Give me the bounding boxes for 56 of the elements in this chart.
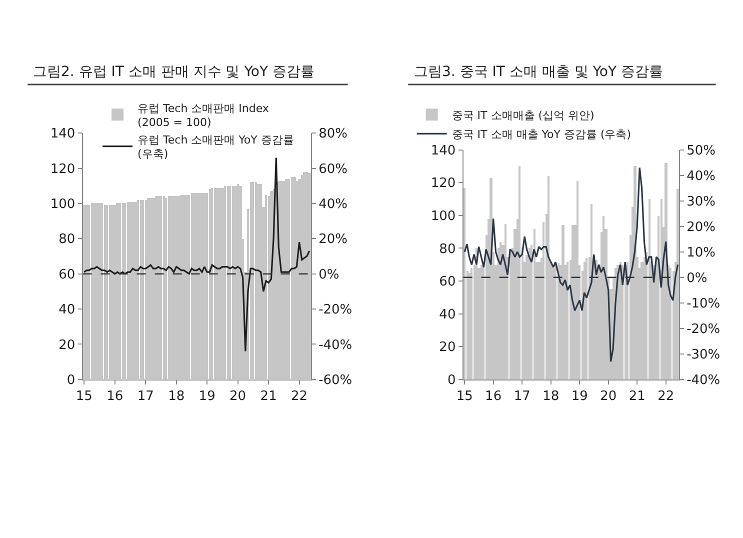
y-tick-label: 100	[430, 208, 456, 224]
y2-tick-label: 50%	[686, 143, 716, 158]
y-tick-label: 60	[58, 267, 76, 282]
x-tick-label: 19	[571, 389, 588, 404]
x-tick-label: 20	[600, 389, 617, 404]
y2-tick-label: 20%	[686, 220, 716, 235]
x-tick-label: 17	[514, 389, 530, 404]
y-tick-label: 0	[447, 372, 456, 388]
y2-tick-label: -40%	[318, 338, 352, 353]
y2-tick-label: -20%	[318, 302, 352, 318]
y-tick-label: 80	[439, 242, 456, 257]
x-tick-label: 15	[456, 389, 473, 404]
x-tick-label: 18	[168, 389, 185, 404]
legend-label: 유럽 Tech 소매판매 Index (2005 = 100)	[138, 102, 270, 130]
y2-tick-label: 40%	[686, 168, 716, 184]
y2-tick-label: 40%	[318, 197, 348, 212]
legend-label: 중국 IT 소매 매출 YoY 증감률 (우축)	[452, 128, 632, 141]
y-tick-label: 140	[430, 143, 456, 158]
legend-label: 유럽 Tech 소매판매 YoY 증감률 (우축)	[138, 133, 294, 161]
y-tick-label: 20	[58, 338, 76, 353]
y-tick-label: 140	[50, 126, 76, 142]
y2-tick-label: 0%	[318, 267, 340, 282]
x-tick-label: 21	[260, 389, 277, 404]
y2-tick-label: 80%	[318, 126, 348, 142]
y2-tick-label: 60%	[318, 162, 348, 177]
x-tick-label: 22	[658, 389, 674, 404]
x-tick-label: 16	[485, 389, 502, 404]
y2-tick-label: -30%	[686, 347, 720, 362]
x-tick-label: 16	[106, 389, 124, 404]
y-tick-label: 20	[439, 340, 456, 356]
y2-tick-label: -60%	[318, 372, 352, 388]
x-tick-label: 20	[230, 389, 246, 404]
y2-tick-label: -20%	[686, 322, 720, 337]
y-tick-label: 80	[58, 232, 76, 248]
x-tick-label: 21	[628, 389, 646, 404]
y2-tick-label: 30%	[686, 194, 716, 210]
y-tick-label: 120	[430, 176, 456, 192]
y-tick-label: 120	[50, 162, 76, 177]
chart-title: 그림2. 유럽 IT 소매 판매 지수 및 YoY 증감률	[33, 64, 314, 80]
x-tick-label: 15	[76, 389, 92, 404]
y2-tick-label: 20%	[318, 232, 348, 248]
y2-tick-label: -10%	[686, 296, 720, 312]
y2-tick-label: 0%	[686, 270, 708, 286]
x-tick-label: 22	[291, 389, 308, 404]
y-tick-label: 60	[439, 274, 456, 290]
y-tick-label: 40	[439, 307, 456, 322]
x-tick-label: 17	[137, 389, 154, 404]
legend-label: 중국 IT 소매매출 (십억 위안)	[452, 108, 594, 122]
y2-tick-label: -40%	[686, 372, 720, 388]
y-tick-label: 40	[58, 302, 76, 318]
chart-title: 그림3. 중국 IT 소매 매출 및 YoY 증감률	[414, 64, 663, 80]
x-tick-label: 18	[542, 389, 560, 404]
y2-tick-label: 10%	[686, 245, 716, 260]
y-tick-label: 0	[66, 372, 76, 388]
x-tick-label: 19	[198, 389, 216, 404]
y-tick-label: 100	[50, 197, 76, 212]
